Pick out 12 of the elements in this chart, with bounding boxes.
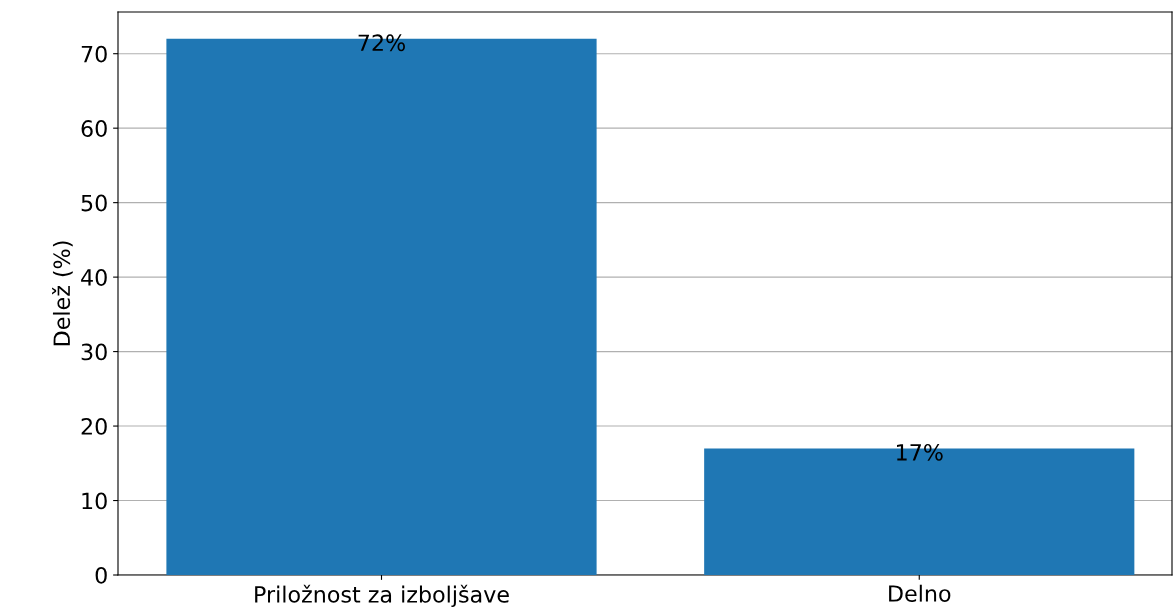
- y-tick-label: 20: [81, 418, 107, 435]
- y-axis-title: Delež (%): [52, 241, 73, 346]
- y-tick-label: 60: [81, 120, 107, 137]
- y-tick-label: 70: [81, 45, 107, 63]
- x-tick-label: Priložnost za izboljšave: [255, 584, 509, 608]
- y-tick-label: 50: [81, 194, 107, 212]
- x-tick-label: Delno: [889, 584, 951, 602]
- data-label: 72%: [358, 34, 405, 52]
- y-tick-label: 0: [95, 566, 107, 584]
- y-tick-label: 40: [81, 269, 107, 286]
- y-tick-label: 10: [82, 492, 107, 510]
- y-tick-label: 30: [81, 343, 107, 361]
